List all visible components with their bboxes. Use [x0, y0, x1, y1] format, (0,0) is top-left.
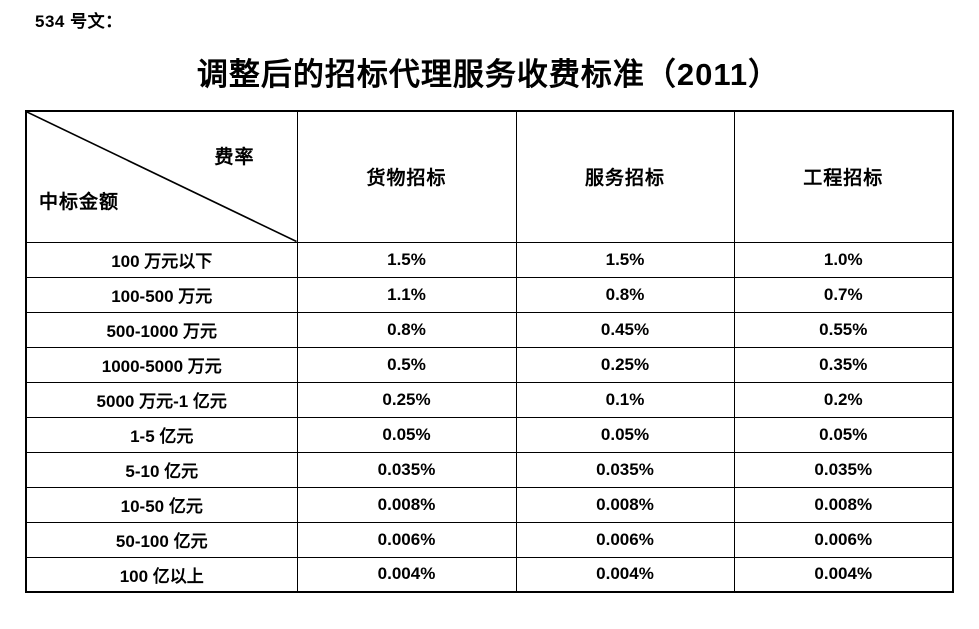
table-row: 100-500 万元 1.1% 0.8% 0.7% — [25, 276, 954, 313]
diagonal-divider-line — [27, 112, 297, 242]
service-rate-cell: 0.1% — [515, 381, 735, 418]
service-rate-cell: 0.05% — [515, 416, 735, 453]
amount-range-cell: 500-1000 万元 — [25, 311, 298, 348]
fee-table: 费率 中标金额 货物招标 服务招标 工程招标 100 万元以下 1.5% 1.5… — [25, 110, 954, 593]
service-rate-cell: 0.8% — [515, 276, 735, 313]
table-row: 5-10 亿元 0.035% 0.035% 0.035% — [25, 451, 954, 488]
engineering-rate-cell: 0.7% — [733, 276, 954, 313]
amount-range-cell: 10-50 亿元 — [25, 486, 298, 523]
table-row: 500-1000 万元 0.8% 0.45% 0.55% — [25, 311, 954, 348]
amount-range-cell: 1000-5000 万元 — [25, 346, 298, 383]
table-row: 10-50 亿元 0.008% 0.008% 0.008% — [25, 486, 954, 523]
page-title: 调整后的招标代理服务收费标准（2011） — [196, 57, 781, 92]
service-rate-cell: 0.006% — [515, 521, 735, 558]
goods-rate-cell: 0.004% — [296, 556, 517, 593]
amount-range-cell: 100 亿以上 — [25, 556, 298, 593]
service-rate-cell: 1.5% — [515, 241, 735, 278]
corner-header-cell: 费率 中标金额 — [25, 110, 298, 243]
engineering-rate-cell: 0.35% — [733, 346, 954, 383]
doc-number-label: 534 号文： — [35, 12, 123, 31]
service-rate-cell: 0.008% — [515, 486, 735, 523]
goods-rate-cell: 1.5% — [296, 241, 517, 278]
engineering-rate-cell: 0.55% — [733, 311, 954, 348]
goods-rate-cell: 0.006% — [296, 521, 517, 558]
table-row: 100 万元以下 1.5% 1.5% 1.0% — [25, 241, 954, 278]
goods-rate-cell: 1.1% — [296, 276, 517, 313]
engineering-rate-cell: 0.05% — [733, 416, 954, 453]
corner-label-rate: 费率 — [214, 147, 255, 168]
column-header-goods-bidding: 货物招标 — [296, 110, 517, 243]
engineering-rate-cell: 0.2% — [733, 381, 954, 418]
amount-range-cell: 50-100 亿元 — [25, 521, 298, 558]
goods-rate-cell: 0.05% — [296, 416, 517, 453]
service-rate-cell: 0.25% — [515, 346, 735, 383]
goods-rate-cell: 0.25% — [296, 381, 517, 418]
amount-range-cell: 1-5 亿元 — [25, 416, 298, 453]
table-row: 1-5 亿元 0.05% 0.05% 0.05% — [25, 416, 954, 453]
engineering-rate-cell: 0.035% — [733, 451, 954, 488]
column-header-engineering-bidding: 工程招标 — [733, 110, 954, 243]
engineering-rate-cell: 0.008% — [733, 486, 954, 523]
header-row: 费率 中标金额 货物招标 服务招标 工程招标 — [25, 110, 954, 243]
goods-rate-cell: 0.008% — [296, 486, 517, 523]
goods-rate-cell: 0.8% — [296, 311, 517, 348]
amount-range-cell: 5-10 亿元 — [25, 451, 298, 488]
amount-range-cell: 100 万元以下 — [25, 241, 298, 278]
engineering-rate-cell: 1.0% — [733, 241, 954, 278]
table-row: 50-100 亿元 0.006% 0.006% 0.006% — [25, 521, 954, 558]
service-rate-cell: 0.45% — [515, 311, 735, 348]
corner-label-amount: 中标金额 — [39, 191, 120, 213]
amount-range-cell: 100-500 万元 — [25, 276, 298, 313]
service-rate-cell: 0.004% — [515, 556, 735, 593]
table-row: 100 亿以上 0.004% 0.004% 0.004% — [25, 556, 954, 593]
goods-rate-cell: 0.5% — [296, 346, 517, 383]
table-row: 1000-5000 万元 0.5% 0.25% 0.35% — [25, 346, 954, 383]
fee-table-body: 100 万元以下 1.5% 1.5% 1.0% 100-500 万元 1.1% … — [25, 241, 954, 593]
engineering-rate-cell: 0.004% — [733, 556, 954, 593]
goods-rate-cell: 0.035% — [296, 451, 517, 488]
table-row: 5000 万元-1 亿元 0.25% 0.1% 0.2% — [25, 381, 954, 418]
service-rate-cell: 0.035% — [515, 451, 735, 488]
engineering-rate-cell: 0.006% — [733, 521, 954, 558]
amount-range-cell: 5000 万元-1 亿元 — [25, 381, 298, 418]
column-header-service-bidding: 服务招标 — [515, 110, 735, 243]
